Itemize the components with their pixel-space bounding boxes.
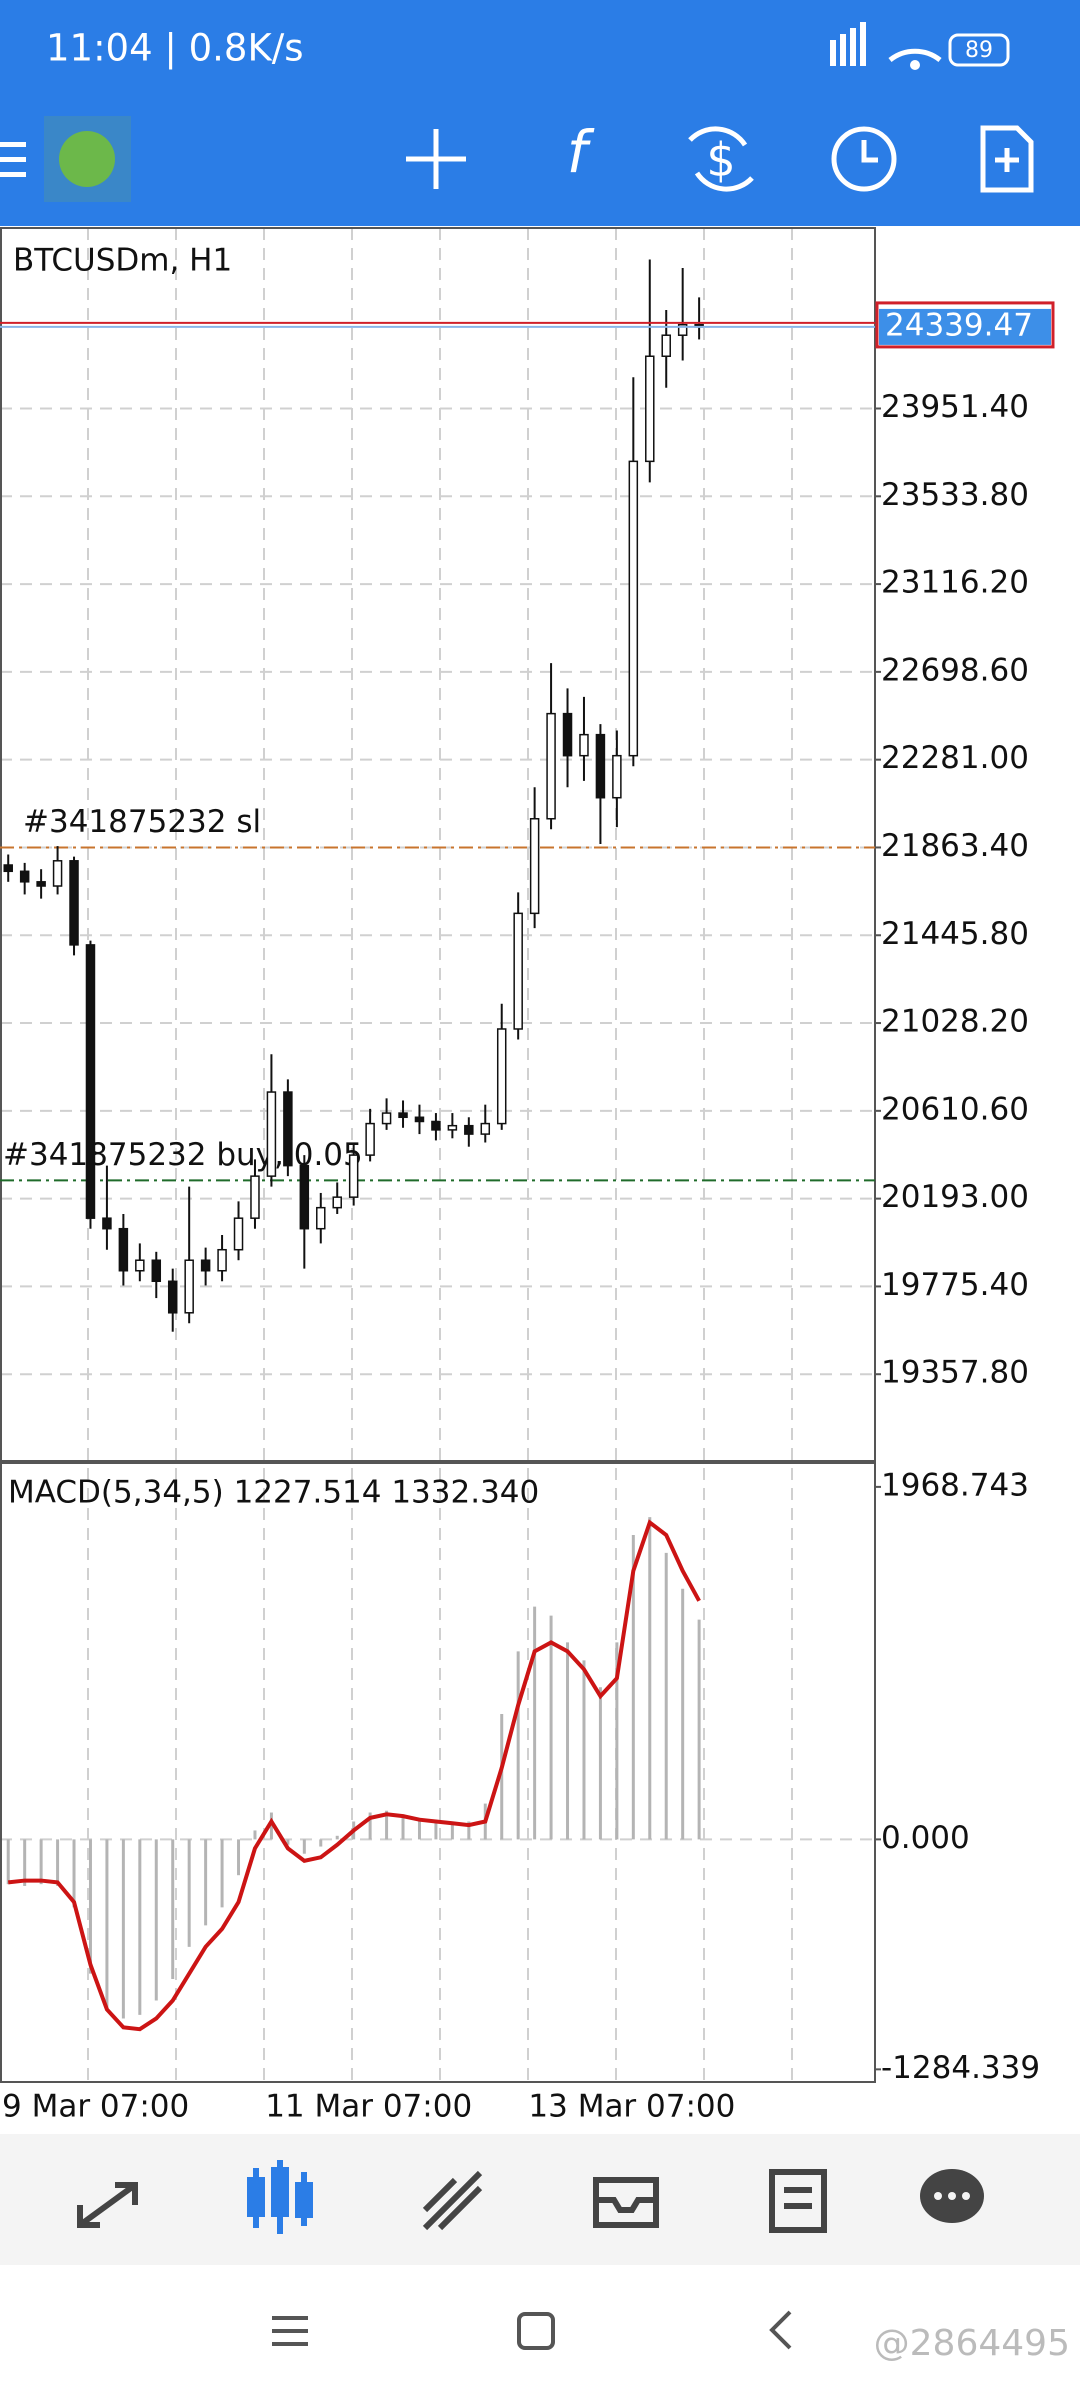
chart-tab[interactable] [247, 2160, 313, 2234]
y-tick-label: 23951.40 [881, 389, 1029, 425]
candle-body [151, 1259, 162, 1283]
candle-body [513, 912, 523, 1030]
candle-body [217, 1248, 227, 1272]
x-tick-label: 9 Mar 07:00 [2, 2089, 189, 2125]
nav-menu[interactable] [272, 2316, 308, 2346]
y-tick-label: 23533.80 [881, 477, 1029, 513]
candle-body [3, 864, 13, 873]
y-tick-label: 19357.80 [881, 1355, 1029, 1391]
candle-body [233, 1217, 244, 1251]
candle-body [102, 1217, 112, 1230]
candle-body [677, 323, 688, 336]
y-tick-label: 21028.20 [881, 1004, 1029, 1040]
y-tick-label: 1968.743 [881, 1467, 1029, 1503]
candle-body [447, 1124, 458, 1131]
price-tag [879, 308, 1051, 345]
candle-body [546, 712, 556, 820]
y-tick-label: 23116.20 [881, 565, 1029, 601]
candle-body [348, 1154, 359, 1198]
candle-body [266, 1091, 277, 1177]
candle-body [316, 1206, 326, 1230]
price-pane [0, 227, 876, 1462]
signal-line [8, 1519, 701, 2032]
status-icons [830, 22, 942, 70]
y-tick-label: 0.000 [881, 1820, 970, 1856]
candle-body [184, 1259, 194, 1314]
candle-body [69, 860, 79, 946]
candle-body [167, 1280, 178, 1314]
candle-body [612, 754, 622, 799]
candle-body [464, 1124, 474, 1135]
grid [0, 228, 875, 2082]
new-order-button[interactable] [980, 125, 1034, 193]
candle-body [200, 1259, 211, 1272]
candle-body [250, 1175, 260, 1219]
y-tick-label: 19775.40 [881, 1267, 1029, 1303]
candle-body [529, 817, 540, 915]
y-tick-label: 21445.80 [881, 916, 1029, 952]
candle-body [19, 870, 30, 883]
candle-body [381, 1112, 392, 1125]
crosshair-button[interactable] [406, 129, 466, 189]
timeframe-button[interactable] [831, 126, 897, 192]
battery-level: 89 [965, 38, 993, 63]
macd-title: MACD(5,34,5) 1227.514 1332.340 [8, 1475, 539, 1511]
x-tick-label: 13 Mar 07:00 [528, 2089, 735, 2125]
y-tick-label: 20193.00 [881, 1179, 1029, 1215]
y-tick-label: 20610.60 [881, 1091, 1029, 1127]
order-label: #341875232 sl [23, 804, 261, 840]
header-bg [0, 0, 1080, 226]
candle-body [299, 1164, 310, 1230]
price-tag-frame [875, 301, 1055, 349]
candle-body [398, 1112, 408, 1119]
candle-body [496, 1028, 507, 1125]
chart-title: BTCUSDm, H1 [13, 243, 232, 279]
candle-body [579, 733, 589, 757]
bottom-nav [0, 2134, 1080, 2265]
candle-body [52, 860, 63, 887]
y-tick-label: -1284.339 [881, 2050, 1040, 2086]
candle-body [645, 355, 655, 463]
candle-body [36, 881, 46, 887]
candle-body [414, 1116, 425, 1123]
y-tick-label: 22698.60 [881, 652, 1029, 688]
candle-body [85, 944, 96, 1219]
news-tab[interactable] [769, 2169, 827, 2233]
watermark: @2864495 [874, 2323, 1070, 2364]
candle-body [595, 733, 606, 799]
y-tick-label: 22281.00 [881, 740, 1029, 776]
x-tick-label: 11 Mar 07:00 [265, 2089, 472, 2125]
candle-body [135, 1259, 145, 1272]
menu-button[interactable] [0, 142, 26, 177]
candle-body [365, 1122, 375, 1156]
svg-text:$: $ [706, 133, 735, 187]
candle-body [661, 334, 671, 357]
status-time: 11:04 | 0.8K/s [46, 27, 303, 70]
current-price: 24339.47 [885, 307, 1033, 343]
trade-tab[interactable] [422, 2170, 483, 2231]
history-tab[interactable] [593, 2177, 659, 2228]
nav-back[interactable] [769, 2310, 792, 2350]
chat-tab[interactable] [920, 2169, 984, 2223]
nav-home[interactable] [517, 2312, 555, 2350]
candle-body [283, 1091, 293, 1167]
candle-body [562, 712, 573, 757]
trade-button[interactable]: $ [688, 126, 754, 192]
candle-body [480, 1122, 491, 1135]
macd-pane [0, 1462, 876, 2083]
candle-body [118, 1227, 129, 1272]
battery [948, 33, 1010, 67]
logo-mark [59, 131, 115, 187]
y-tick-label: 21863.40 [881, 828, 1029, 864]
candle-body [332, 1196, 342, 1209]
quotes-tab[interactable] [77, 2182, 138, 2228]
candle-body [431, 1120, 441, 1131]
candle-body [628, 460, 639, 757]
